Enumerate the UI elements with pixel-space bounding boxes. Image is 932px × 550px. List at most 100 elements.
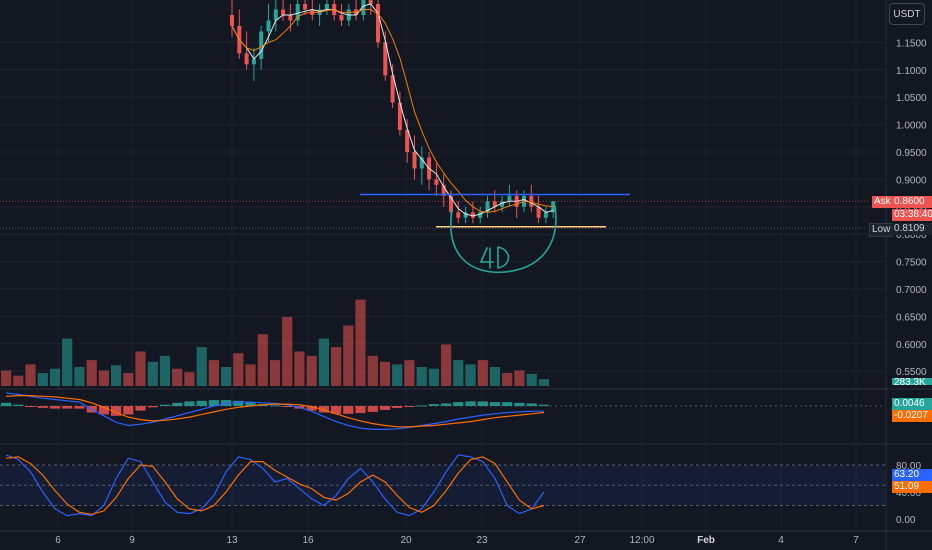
volume-bar (453, 360, 464, 386)
macd-histogram-bar (526, 403, 537, 406)
candle-down (470, 212, 475, 218)
candle-up (463, 212, 468, 218)
candle-up (507, 195, 512, 202)
volume-bar (477, 360, 488, 386)
macd-histogram-bar (477, 401, 488, 406)
volume-bar (86, 360, 97, 386)
price-tick-label: 1.0500 (896, 93, 927, 104)
candle-up (295, 4, 300, 21)
volume-bar (489, 367, 501, 386)
macd-histogram-bar (453, 402, 464, 406)
candle-down (244, 53, 249, 65)
macd-histogram-bar (233, 400, 244, 406)
candle-down (397, 102, 402, 131)
volume-bar (172, 368, 183, 386)
currency-label[interactable]: USDT (889, 3, 925, 25)
low-label-badge: Low (869, 223, 894, 237)
volume-bar (135, 351, 146, 386)
macd-histogram-bar (62, 406, 73, 409)
volume-bar (37, 373, 48, 386)
macd-histogram-bar (147, 406, 158, 408)
candle-up (419, 157, 424, 169)
low-value-badge: 0.8109 (892, 223, 932, 235)
candle-down (303, 4, 307, 10)
candle-up (543, 212, 548, 218)
macd-histogram-bar (74, 406, 85, 409)
candle-up (259, 31, 264, 59)
volume-bar (294, 351, 305, 386)
price-tick-label: 0.8500 (896, 203, 927, 214)
price-axis[interactable]: 1.1500 1.1000 1.0500 1.0000 0.9500 0.9000 0.85… (896, 38, 927, 378)
time-axis-label: 6 (55, 535, 61, 546)
volume-bar (465, 364, 476, 386)
macd-histogram-bar (269, 405, 281, 407)
macd-histogram-badge: 0.0046 (892, 398, 932, 410)
candle-up (266, 20, 271, 32)
time-axis-label: 7 (853, 535, 859, 546)
macd-histogram-bar (489, 402, 501, 406)
volume-bar (13, 375, 24, 386)
volume-bar (282, 316, 293, 386)
price-tick-label: 0.5500 (896, 367, 927, 378)
price-panel[interactable] (230, 0, 556, 224)
volume-bar (318, 338, 329, 386)
macd-histogram-bar (367, 406, 378, 412)
candle-up (273, 9, 278, 21)
macd-histogram-bar (331, 406, 342, 414)
time-axis-label: 20 (400, 535, 412, 546)
candle-down (536, 206, 541, 218)
volume-bar (208, 360, 219, 386)
macd-histogram-bar (196, 400, 207, 406)
volume-bar (355, 299, 366, 386)
macd-histogram-bar (441, 403, 452, 406)
stoch-k-badge: 63.20 (892, 469, 932, 481)
volume-bar (147, 361, 158, 386)
macd-histogram-bar (428, 404, 439, 406)
time-axis[interactable]: 6 9 13 16 20 23 27 12:00 Feb 4 7 (55, 535, 859, 546)
handwritten-letter-d (497, 246, 510, 269)
volume-bar (526, 373, 537, 386)
stochastic-panel[interactable] (0, 454, 885, 517)
candle-up (485, 201, 490, 213)
macd-histogram-bar (172, 402, 183, 407)
grid-lines (0, 0, 885, 530)
stochastic-k-line (5, 454, 545, 517)
volume-value-badge: 283.3K (892, 378, 932, 385)
candle-down (368, 0, 373, 5)
volume-bar (514, 370, 525, 386)
candle-down (449, 195, 453, 213)
candle-up (551, 201, 556, 213)
volume-bar (441, 344, 452, 386)
stochastic-axis: 80.00 40.00 0.00 (896, 461, 921, 526)
drawing-annotations[interactable] (0, 193, 870, 274)
time-axis-label: 9 (129, 535, 135, 546)
macd-histogram-bar (37, 406, 48, 408)
candle-down (376, 4, 380, 43)
macd-histogram-bar (379, 406, 391, 410)
candle-down (441, 184, 446, 196)
volume-panel (1, 299, 549, 386)
macd-histogram-bar (318, 406, 329, 413)
ask-value-badge: 0.8600 (892, 196, 932, 208)
volume-bar (245, 364, 256, 386)
macd-panel[interactable] (0, 392, 885, 430)
macd-signal-badge: -0.0207 (892, 410, 932, 422)
volume-bar (367, 355, 378, 386)
macd-histogram-bar (245, 402, 256, 406)
price-tick-label: 1.1500 (896, 38, 927, 49)
macd-histogram-bar (538, 404, 549, 406)
candle-down (456, 212, 461, 218)
time-axis-label: Feb (697, 535, 715, 546)
macd-histogram-bar (49, 406, 61, 409)
macd-line (6, 392, 544, 430)
candle-down (288, 15, 293, 21)
macd-histogram-bar (514, 402, 525, 407)
candle-down (230, 15, 234, 26)
volume-bar (25, 364, 36, 386)
macd-histogram-bar (111, 406, 122, 416)
macd-histogram-bar (392, 406, 403, 408)
macd-histogram-bar (135, 406, 146, 411)
candle-up (478, 212, 483, 218)
